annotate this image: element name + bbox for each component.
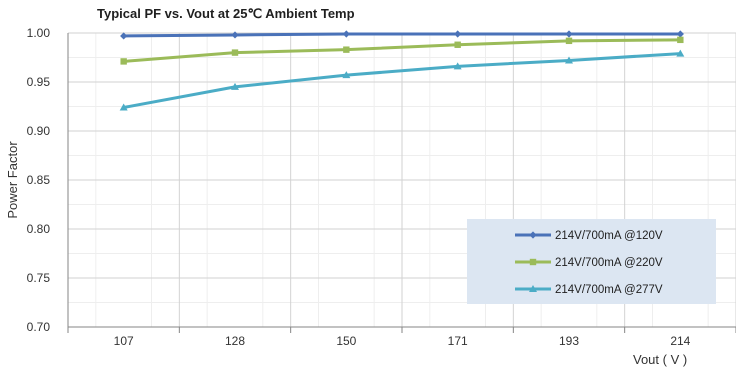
- data-point: [342, 71, 351, 79]
- legend-item: 214V/700mA @120V: [515, 230, 663, 242]
- legend-item: 214V/700mA @277V: [515, 284, 663, 296]
- data-point: [343, 46, 350, 53]
- data-point: [120, 58, 127, 65]
- data-point: [565, 37, 573, 45]
- y-tick-label: 0.80: [27, 222, 51, 236]
- y-tick-label: 1.00: [27, 26, 51, 40]
- x-tick-label: 193: [559, 334, 579, 348]
- y-axis-label: Power Factor: [5, 141, 20, 219]
- legend-item: 214V/700mA @220V: [515, 257, 663, 269]
- series-line: [122, 52, 682, 109]
- data-point: [454, 41, 461, 48]
- data-point: [454, 30, 462, 38]
- x-axis-label: Vout ( V ): [633, 352, 687, 367]
- data-point: [677, 36, 684, 44]
- data-point: [231, 49, 239, 56]
- x-tick-label: 150: [336, 334, 356, 348]
- legend-label: 214V/700mA @277V: [555, 284, 663, 296]
- data-point: [231, 31, 239, 39]
- series-line: [122, 32, 682, 38]
- data-point: [453, 62, 462, 70]
- x-tick-label: 171: [448, 334, 468, 348]
- legend-label: 214V/700mA @220V: [555, 257, 663, 269]
- data-point: [565, 30, 573, 38]
- x-tick-label: 128: [225, 334, 245, 348]
- data-point: [120, 32, 128, 40]
- y-tick-label: 0.75: [27, 271, 51, 285]
- data-point: [231, 82, 239, 90]
- legend-label: 214V/700mA @120V: [555, 230, 663, 242]
- series-1: [120, 30, 684, 40]
- axis-layer: 0.70 0.75 0.80 0.85 0.90 0.95 1.00 107 128 150 171…: [27, 26, 736, 348]
- series-layer: [119, 30, 685, 111]
- data-point: [565, 56, 573, 64]
- y-tick-label: 0.90: [27, 124, 51, 138]
- x-tick-label: 107: [114, 334, 134, 348]
- legend-marker: [529, 231, 537, 239]
- data-point: [676, 49, 685, 57]
- chart-title: Typical PF vs. Vout at 25℃ Ambient Temp: [97, 6, 355, 21]
- y-tick-label: 0.70: [27, 320, 51, 334]
- legend: 214V/700mA @120V 214V/700mA @220V 214V/700…: [467, 219, 716, 304]
- data-point: [119, 103, 128, 111]
- series-3: [119, 49, 685, 111]
- legend-marker: [529, 258, 537, 266]
- series-line: [122, 38, 682, 63]
- y-tick-label: 0.95: [27, 75, 51, 89]
- y-tick-label: 0.85: [27, 173, 51, 187]
- legend-box: [467, 219, 716, 304]
- series-2: [120, 36, 684, 65]
- legend-marker: [529, 285, 537, 292]
- x-tick-label: 214: [670, 334, 690, 348]
- data-point: [342, 30, 350, 38]
- data-point: [676, 30, 684, 38]
